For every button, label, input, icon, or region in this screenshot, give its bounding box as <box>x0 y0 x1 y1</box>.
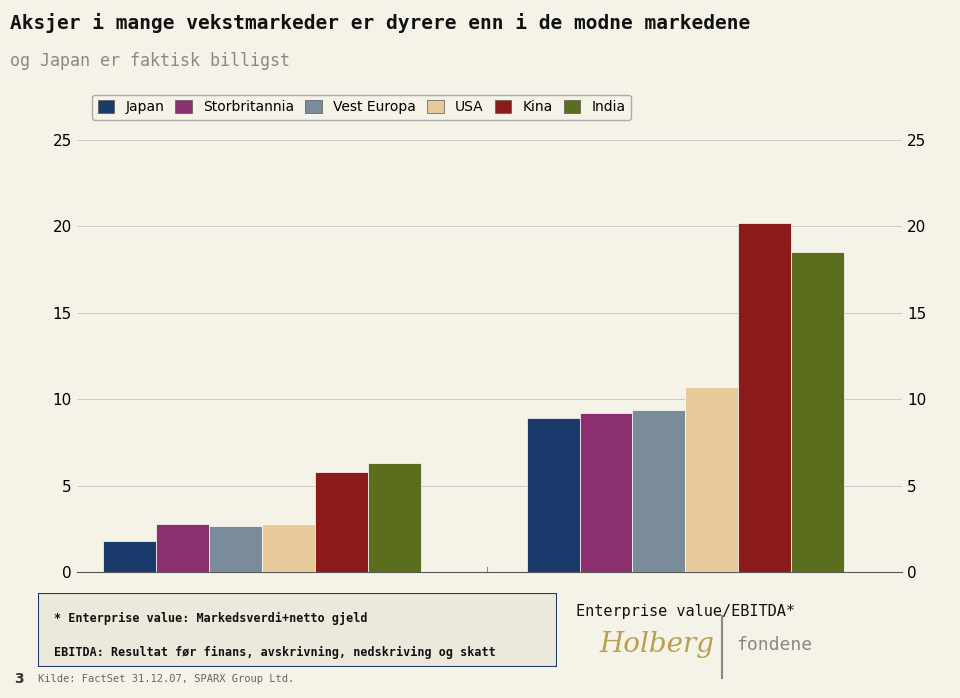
Text: Pris/bok: Pris/bok <box>226 604 299 618</box>
Text: og Japan er faktisk billigst: og Japan er faktisk billigst <box>10 52 290 70</box>
Bar <box>315 472 368 572</box>
Text: Holberg: Holberg <box>600 632 714 658</box>
Text: fondene: fondene <box>736 636 812 654</box>
Text: Aksjer i mange vekstmarkeder er dyrere enn i de modne markedene: Aksjer i mange vekstmarkeder er dyrere e… <box>10 13 750 33</box>
Bar <box>738 223 791 572</box>
Text: Enterprise value/EBITDA*: Enterprise value/EBITDA* <box>576 604 795 618</box>
Text: Kilde: FactSet 31.12.07, SPARX Group Ltd.: Kilde: FactSet 31.12.07, SPARX Group Ltd… <box>38 674 295 684</box>
Bar <box>685 387 738 572</box>
Bar <box>580 413 633 572</box>
Text: EBITDA: Resultat før finans, avskrivning, nedskriving og skatt: EBITDA: Resultat før finans, avskrivning… <box>54 646 495 659</box>
Legend: Japan, Storbritannia, Vest Europa, USA, Kina, India: Japan, Storbritannia, Vest Europa, USA, … <box>92 95 632 120</box>
Bar <box>104 541 156 572</box>
Bar <box>262 524 315 572</box>
FancyBboxPatch shape <box>38 593 557 667</box>
Bar <box>209 526 262 572</box>
Text: * Enterprise value: Markedsverdi+netto gjeld: * Enterprise value: Markedsverdi+netto g… <box>54 611 368 625</box>
Bar <box>527 418 580 572</box>
Bar <box>156 524 209 572</box>
Bar <box>368 463 420 572</box>
Bar <box>791 252 844 572</box>
Bar <box>633 410 685 572</box>
Text: 3: 3 <box>14 671 24 686</box>
